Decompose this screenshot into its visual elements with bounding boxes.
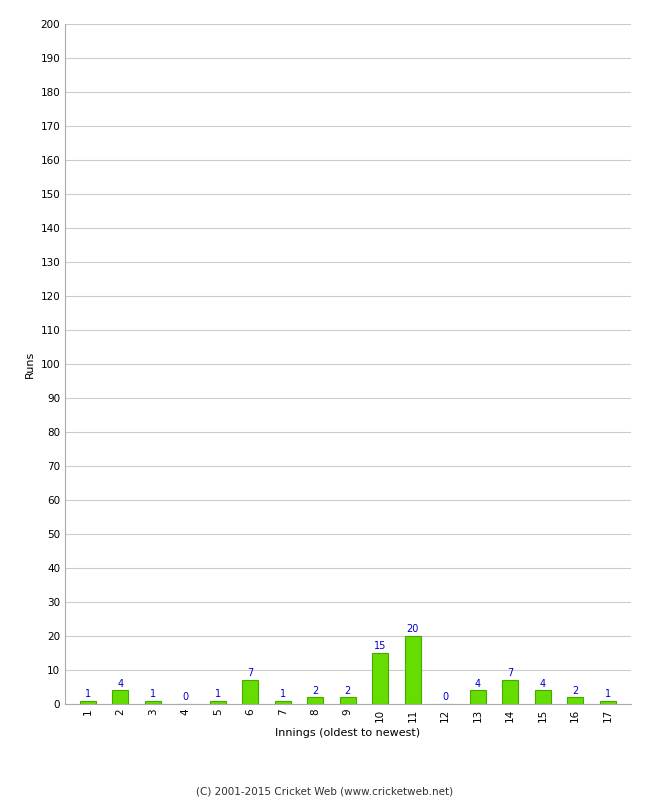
Text: 1: 1 (150, 689, 156, 699)
Text: 7: 7 (247, 669, 254, 678)
Y-axis label: Runs: Runs (25, 350, 35, 378)
Text: 2: 2 (312, 686, 318, 695)
Text: 0: 0 (442, 692, 448, 702)
Bar (404, 636, 421, 704)
Bar (242, 680, 259, 704)
Bar (307, 697, 324, 704)
Text: 4: 4 (117, 678, 124, 689)
Bar (339, 697, 356, 704)
Text: 1: 1 (84, 689, 91, 699)
Bar (599, 701, 616, 704)
Text: 1: 1 (280, 689, 286, 699)
Bar (79, 701, 96, 704)
Bar (144, 701, 161, 704)
Text: 4: 4 (474, 678, 481, 689)
Text: (C) 2001-2015 Cricket Web (www.cricketweb.net): (C) 2001-2015 Cricket Web (www.cricketwe… (196, 786, 454, 796)
Bar (112, 690, 129, 704)
Text: 1: 1 (214, 689, 221, 699)
Bar (567, 697, 584, 704)
Bar (534, 690, 551, 704)
Bar (372, 653, 389, 704)
Bar (469, 690, 486, 704)
X-axis label: Innings (oldest to newest): Innings (oldest to newest) (275, 728, 421, 738)
Bar (502, 680, 519, 704)
Text: 2: 2 (344, 686, 351, 695)
Text: 1: 1 (604, 689, 611, 699)
Bar (209, 701, 226, 704)
Text: 20: 20 (406, 624, 419, 634)
Text: 7: 7 (507, 669, 514, 678)
Text: 2: 2 (572, 686, 578, 695)
Bar (274, 701, 291, 704)
Text: 15: 15 (374, 642, 387, 651)
Text: 4: 4 (540, 678, 546, 689)
Text: 0: 0 (182, 692, 188, 702)
